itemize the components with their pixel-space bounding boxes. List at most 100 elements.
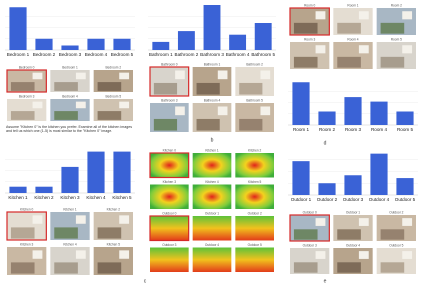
photo-window xyxy=(402,251,413,259)
photo-detail xyxy=(380,229,405,240)
photo-detail xyxy=(196,82,220,95)
image-label: Room 4 xyxy=(347,37,358,41)
image-label: Kitchen 3 xyxy=(20,242,34,246)
image-label: Outdoor 1 xyxy=(346,210,360,214)
bar xyxy=(61,166,79,193)
x-tick-label: Kitchen 1 xyxy=(8,195,28,200)
image-label: Bedroom 2 xyxy=(106,65,122,69)
heatmap-label: Outdoor 0 xyxy=(162,211,176,215)
photo-window xyxy=(260,106,271,116)
photo-window xyxy=(175,70,185,80)
x-tick-label: Outdoor 1 xyxy=(291,197,312,202)
photo-detail xyxy=(10,227,35,239)
heatmap xyxy=(192,216,232,241)
bar xyxy=(177,31,195,50)
photo-detail xyxy=(337,229,361,240)
x-tick-label: Bedroom 2 xyxy=(33,52,56,57)
image-label: Outdoor 0 xyxy=(303,210,317,214)
photo-window xyxy=(402,45,413,54)
x-tick-label: Outdoor 2 xyxy=(317,197,338,202)
photo-window xyxy=(75,250,86,259)
photo-window xyxy=(32,72,43,80)
photo-window xyxy=(315,218,326,226)
photo-window xyxy=(402,218,413,226)
bar xyxy=(203,5,221,50)
photo-window xyxy=(315,251,326,259)
photo-window xyxy=(119,101,130,109)
photo-detail xyxy=(337,22,361,34)
bar xyxy=(344,175,362,195)
photo-detail xyxy=(10,262,35,274)
heatmap-label: Outdoor 2 xyxy=(248,211,262,215)
photo-window xyxy=(119,215,130,224)
photo-detail xyxy=(380,22,405,34)
heatmap xyxy=(235,247,274,272)
photo-detail xyxy=(380,262,405,273)
heatmap-label: Kitchen 3 xyxy=(163,180,177,184)
bar xyxy=(35,186,53,193)
caption: Assume "Kitchen 0" is the kitchen you pr… xyxy=(6,125,133,134)
photo-detail xyxy=(153,118,178,131)
heatmap xyxy=(235,184,274,209)
panel-label: c xyxy=(144,278,147,284)
image-label: Outdoor 2 xyxy=(389,210,403,214)
panel-label: e xyxy=(324,278,327,284)
heatmap xyxy=(235,153,274,178)
heatmap-label: Outdoor 1 xyxy=(205,211,219,215)
photo-window xyxy=(175,106,185,116)
photo-detail xyxy=(54,111,78,120)
photo-window xyxy=(358,45,369,54)
photo-detail xyxy=(97,82,122,91)
photo-window xyxy=(75,72,86,80)
photo-window xyxy=(119,250,130,259)
image-label: Room 2 xyxy=(391,3,402,7)
x-tick-label: Room 4 xyxy=(371,127,388,132)
image-label: Bathroom 1 xyxy=(204,62,221,66)
photo-detail xyxy=(337,262,361,273)
heatmap-label: Outdoor 5 xyxy=(248,243,262,247)
bar xyxy=(370,153,388,195)
heatmap xyxy=(192,184,232,209)
photo-window xyxy=(32,250,43,259)
bar xyxy=(113,151,131,193)
bar xyxy=(152,41,170,50)
x-tick-label: Outdoor 3 xyxy=(343,197,364,202)
photo-detail xyxy=(97,262,122,274)
image-label: Kitchen 4 xyxy=(63,242,77,246)
photo-window xyxy=(315,45,326,54)
image-label: Bedroom 0 xyxy=(19,65,35,69)
image-label: Outdoor 4 xyxy=(346,243,360,247)
bar xyxy=(87,38,105,50)
bar xyxy=(9,7,27,50)
photo-window xyxy=(358,11,369,20)
photo-window xyxy=(32,101,43,109)
heatmap-label: Outdoor 3 xyxy=(162,243,176,247)
heatmap-label: Kitchen 4 xyxy=(205,180,219,184)
heatmap-label: Outdoor 4 xyxy=(205,243,219,247)
photo-detail xyxy=(54,82,78,91)
image-label: Kitchen 5 xyxy=(107,242,121,246)
bar xyxy=(396,178,414,195)
photo-detail xyxy=(293,56,318,68)
x-tick-label: Kitchen 2 xyxy=(34,195,54,200)
x-tick-label: Bathroom 5 xyxy=(251,52,275,57)
x-tick-label: Bathroom 3 xyxy=(200,52,224,57)
photo-window xyxy=(402,11,413,20)
photo-window xyxy=(315,11,326,20)
bar xyxy=(318,111,336,125)
x-tick-label: Bathroom 2 xyxy=(175,52,199,57)
photo-detail xyxy=(239,82,263,95)
bar xyxy=(318,183,336,195)
photo-window xyxy=(75,215,86,224)
photo-window xyxy=(75,101,86,109)
bar xyxy=(35,38,53,50)
x-tick-label: Room 1 xyxy=(293,127,310,132)
x-tick-label: Bedroom 1 xyxy=(7,52,30,57)
photo-detail xyxy=(293,262,318,273)
heatmap-label: Kitchen 1 xyxy=(205,148,219,152)
photo-detail xyxy=(54,227,78,239)
heatmap xyxy=(192,247,232,272)
x-tick-label: Bedroom 4 xyxy=(85,52,108,57)
image-label: Bedroom 1 xyxy=(62,65,78,69)
